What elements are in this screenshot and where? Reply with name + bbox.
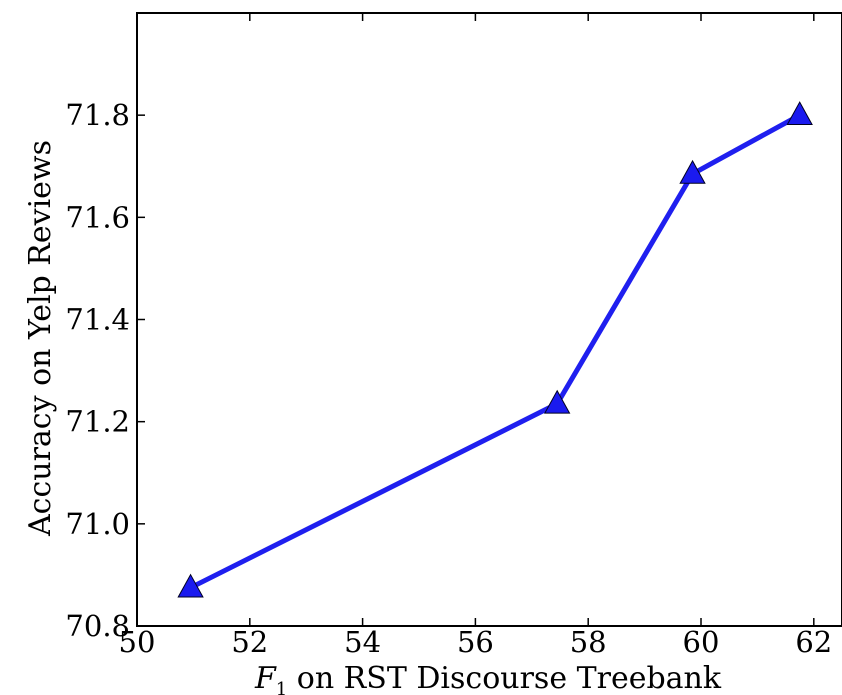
x-tick-label: 52: [231, 625, 268, 659]
y-tick-label: 71.2: [65, 405, 130, 439]
plot-frame: [136, 12, 842, 627]
data-point-marker: [786, 101, 813, 126]
tick-labels: 50 52 54 56 58 60 62 70.8 71.0 71.2 71.4 71.6 71.8: [65, 98, 832, 659]
x-tick-label: 58: [570, 625, 607, 659]
x-tick-label: 60: [683, 625, 720, 659]
x-axis-label: F1 on RST Discourse Treebank: [254, 661, 722, 695]
y-tick-label: 71.8: [65, 98, 130, 132]
x-axis-label-rest: on RST Discourse Treebank: [287, 661, 722, 695]
y-tick-label: 71.0: [65, 507, 130, 541]
x-tick-label: 62: [795, 625, 832, 659]
series-layer: [177, 101, 813, 598]
data-point-marker: [543, 389, 571, 414]
y-tick-label: 71.6: [65, 200, 130, 234]
axis-ticks: [136, 13, 815, 627]
x-tick-label: 50: [119, 625, 156, 659]
data-point-marker: [679, 159, 706, 184]
data-point-marker: [177, 573, 204, 598]
x-axis-label-italic: F: [254, 661, 277, 695]
y-axis-label: Accuracy on Yelp Reviews: [23, 140, 58, 537]
x-tick-label: 56: [457, 625, 494, 659]
y-tick-label: 70.8: [65, 609, 130, 643]
x-tick-label: 54: [344, 625, 381, 659]
series-line: [188, 112, 803, 591]
y-tick-label: 71.4: [65, 303, 130, 337]
x-axis-label-subscript: 1: [276, 679, 287, 695]
